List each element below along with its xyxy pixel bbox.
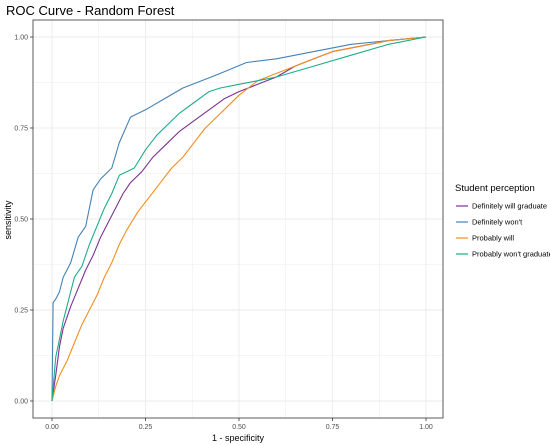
- legend: Student perception Definitely will gradu…: [455, 183, 550, 259]
- y-tick-label: 0.50: [14, 217, 28, 224]
- x-tick-label: 0.00: [45, 424, 59, 431]
- y-tick-label: 0.00: [14, 399, 28, 406]
- panel-border: [32, 19, 444, 419]
- x-tick-label: 0.75: [326, 424, 340, 431]
- legend-label-3: Probably will: [472, 234, 514, 243]
- roc-line-4: [51, 36, 427, 402]
- x-axis-title: 1 - specificity: [212, 433, 265, 443]
- chart-title: ROC Curve - Random Forest: [6, 3, 175, 18]
- x-tick-label: 0.50: [232, 424, 246, 431]
- plot-panel: 0.00 0.25 0.50 0.75 1.00 0.00 0.25 0.50 0.75 1.00: [14, 19, 444, 431]
- x-tick-label: 1.00: [419, 424, 433, 431]
- roc-line-2: [51, 36, 427, 402]
- y-tick-label: 0.25: [14, 308, 28, 315]
- y-axis-title: sensitivity: [3, 200, 13, 240]
- legend-label-2: Definitely won't: [472, 218, 523, 227]
- y-tick-label: 1.00: [14, 35, 28, 42]
- x-tick-label: 0.25: [139, 424, 153, 431]
- legend-title: Student perception: [455, 183, 535, 194]
- legend-label-1: Definitely will graduate: [472, 202, 547, 211]
- legend-label-4: Probably won't graduate: [472, 250, 550, 259]
- y-tick-label: 0.75: [14, 126, 28, 133]
- roc-line-3: [51, 36, 427, 402]
